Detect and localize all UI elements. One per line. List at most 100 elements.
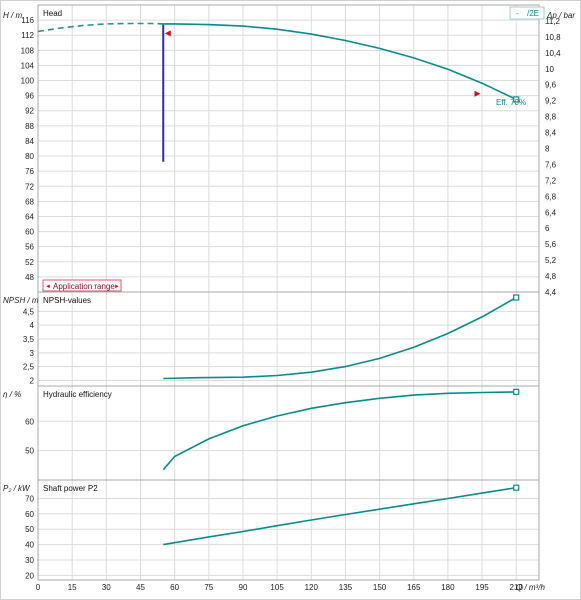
y-axis-label: NPSH / m [3,296,39,305]
application-range-right-arrow: ► [114,284,120,290]
y-right-tick-label: 10,8 [545,33,561,42]
x-tick-label: 105 [270,583,284,592]
y-right-tick-label: 10 [545,65,554,74]
y-tick-label: 50 [25,447,34,456]
x-axis-label: Q / m³/h [516,583,545,592]
x-tick-label: 150 [373,583,387,592]
triangle-right-marker [474,90,481,97]
x-tick-label: 165 [407,583,421,592]
y-tick-label: 60 [25,510,34,519]
efficiency-annotation: Eff. 70% [496,98,526,107]
y-right-tick-label: 4,4 [545,288,557,297]
y-right-tick-label: 6,8 [545,192,557,201]
y-tick-label: 76 [25,167,34,176]
y-right-tick-label: 5,2 [545,256,557,265]
y-right-tick-label: 7,6 [545,160,557,169]
y-right-tick-label: 7,2 [545,176,557,185]
y-tick-label: 30 [25,556,34,565]
y-right-tick-label: 5,6 [545,240,557,249]
y-tick-label: 96 [25,92,34,101]
y-tick-label: 104 [21,61,35,70]
y-tick-label: 52 [25,258,34,267]
panel-title: NPSH-values [43,296,91,305]
panel-2: 50 60 Hydraulic efficiency η / % [3,385,540,481]
y-tick-label: 50 [25,525,34,534]
y-tick-label: 64 [25,212,34,221]
y-tick-label: 60 [25,417,34,426]
y-tick-label: 72 [25,182,34,191]
y-tick-label: 56 [25,243,34,252]
panel-title: Shaft power P2 [43,484,98,493]
y-axis-label: H / m [3,11,22,20]
y-tick-label: 68 [25,197,34,206]
y-tick-label: 112 [21,31,34,40]
y-tick-label: 70 [25,494,34,503]
y-axis-label: η / % [3,390,21,399]
y-tick-label: 108 [21,46,35,55]
y-right-tick-label: 9,2 [545,97,557,106]
panel-title: Hydraulic efficiency [43,390,112,399]
x-tick-label: 15 [68,583,77,592]
end-point-marker [513,96,520,103]
application-range-box [42,279,122,292]
x-tick-label: 0 [36,583,41,592]
panel-frame [37,385,540,481]
panel-1: 2 2,5 3 3,5 4 4,5 NPSH-values NPSH / m [3,291,540,387]
y-tick-label: 2 [30,376,35,385]
legend-label: /2E [527,9,539,18]
y-tick-label: 92 [25,107,34,116]
end-point-marker [513,294,520,301]
y-tick-label: 48 [25,273,34,282]
y-tick-label: 84 [25,137,34,146]
x-tick-label: 75 [204,583,213,592]
series-line-0 [162,391,517,471]
y-tick-label: 40 [25,541,34,550]
panel-frame [37,479,540,581]
y-tick-label: 100 [21,77,35,86]
y-tick-label: 116 [21,16,34,25]
y-right-axis-label: Δp / bar [546,11,575,20]
x-tick-label: 135 [339,583,353,592]
y-tick-label: 3 [30,349,35,358]
y-tick-label: 4 [30,321,35,330]
y-right-tick-label: 11,2 [545,17,561,26]
panel-3: 20 30 40 50 60 70 Shaft power P2 P₂ / kW [3,479,540,581]
x-tick-label: 45 [136,583,145,592]
end-point-marker [513,388,520,395]
application-range-label: Application range [53,282,115,291]
series-line-0 [37,22,164,33]
x-tick-label: 120 [305,583,319,592]
y-right-tick-label: 8 [545,145,550,154]
y-right-tick-label: 6 [545,224,550,233]
y-right-tick-label: 8,8 [545,113,557,122]
series-line-1 [163,23,517,101]
y-tick-label: 3,5 [23,335,35,344]
y-tick-label: 2,5 [23,363,35,372]
application-range-left-arrow: ◄ [45,284,51,290]
y-tick-label: 4,5 [23,307,35,316]
legend-box [509,6,545,20]
y-tick-label: 80 [25,152,34,161]
panel-title: Head [43,9,62,18]
panel-0: 4852566064687276808488929610010410811211… [3,4,575,297]
y-right-tick-label: 10,4 [545,49,561,58]
triangle-left-marker [164,30,171,37]
legend-dash: - [516,9,519,18]
series-line-0 [163,296,517,380]
y-tick-label: 20 [25,571,34,580]
y-tick-label: 88 [25,122,34,131]
y-tick-label: 60 [25,228,34,237]
series-line-0 [163,486,517,546]
x-tick-label: 90 [239,583,248,592]
y-right-tick-label: 6,4 [545,208,557,217]
x-tick-label: 195 [475,583,489,592]
y-right-tick-label: 8,4 [545,129,557,138]
y-right-tick-label: 4,8 [545,272,557,281]
x-tick-label: 60 [170,583,179,592]
y-right-tick-label: 9,6 [545,81,557,90]
y-axis-label: P₂ / kW [3,484,31,493]
x-tick-label: 210 [510,583,524,592]
x-tick-label: 180 [441,583,455,592]
panel-frame [37,4,540,293]
